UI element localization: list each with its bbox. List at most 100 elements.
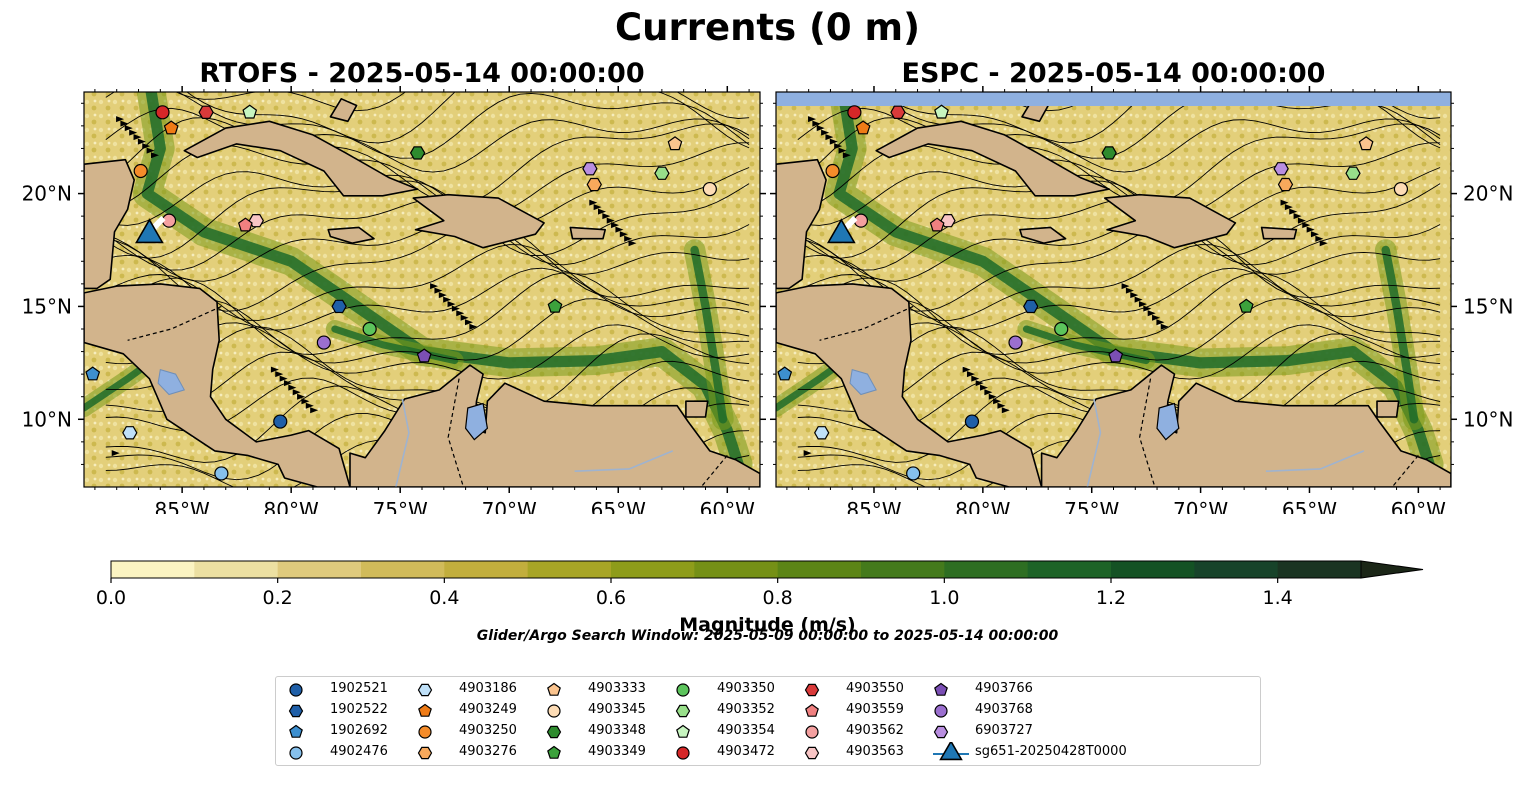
legend-marker-icon	[289, 746, 303, 760]
streamline-arrow	[443, 296, 452, 303]
streamline-arrow	[966, 371, 975, 378]
float-4903333-marker	[1358, 136, 1374, 151]
float-4903345-marker	[1393, 181, 1409, 197]
lake-nicaragua	[157, 368, 186, 396]
colorbar-segment	[361, 561, 445, 578]
colorbar-tick-label: 1.0	[929, 587, 959, 609]
legend-pentagon-icon	[934, 682, 948, 696]
legend-item-label: 6903727	[975, 723, 1033, 738]
legend-marker-icon	[804, 683, 820, 697]
float-4903186-marker	[122, 426, 138, 440]
legend-marker-icon	[546, 725, 562, 739]
glider-marker	[826, 218, 856, 244]
streamline-arrow	[301, 398, 310, 405]
streamline-arrow	[1311, 231, 1319, 238]
legend-item-label: 4903249	[459, 702, 517, 717]
float-4903249-marker	[163, 120, 179, 135]
streamline-arrow	[1152, 314, 1161, 321]
land-puerto-rico	[569, 226, 607, 240]
legend-item-label: 4903348	[588, 723, 646, 738]
streamline-arrow	[1143, 305, 1152, 312]
streamline-arrow	[980, 384, 989, 391]
float-4903550-marker	[198, 105, 214, 120]
legend-marker-icon	[804, 746, 820, 760]
lake-maracaibo	[1156, 402, 1180, 441]
legend-circle-icon	[418, 725, 432, 739]
streamline-arrow	[275, 371, 284, 378]
float-6903727-marker	[582, 162, 598, 176]
float-6903727-marker	[1273, 162, 1289, 176]
streamline-arrow	[133, 134, 142, 141]
streamline-arrow	[628, 240, 637, 247]
streamline-arrow	[812, 120, 821, 127]
colorbar-tick-label: 0.6	[596, 587, 626, 609]
streamline-arrow	[602, 213, 611, 220]
search-window-text: Glider/Argo Search Window: 2025-05-09 00…	[476, 628, 1059, 644]
colorbar-tick-label: 1.2	[1096, 587, 1126, 609]
streamline-arrow	[305, 402, 314, 409]
streamline-arrow	[1138, 301, 1147, 308]
streamline-arrow	[971, 375, 980, 382]
legend-circle-icon	[676, 746, 690, 760]
land-central-america	[84, 283, 351, 487]
legend-circle-icon	[934, 704, 948, 718]
colorbar-segment	[1027, 561, 1112, 578]
streamline-arrow	[816, 125, 825, 132]
rtofs-map-panel: 85°W 80°W 75°W 70°W 65°W 60°W 20°N 15°N 10°N	[22, 86, 766, 514]
streamline-arrow	[808, 116, 817, 123]
streamline-arrow	[297, 393, 306, 400]
streamline-arrow	[1280, 199, 1289, 206]
legend-marker-icon	[418, 703, 432, 717]
colorbar-segment	[1194, 561, 1279, 578]
streamline-arrow	[137, 138, 146, 145]
streamline	[105, 117, 750, 205]
legend-pentagon-icon	[676, 724, 690, 738]
current-band-core	[1381, 245, 1419, 424]
legend-marker-icon	[933, 725, 949, 739]
land-jamaica	[1019, 226, 1067, 244]
legend-pentagon-icon	[289, 724, 303, 738]
legend-marker-icon	[934, 704, 948, 718]
float-4903349-marker	[547, 298, 563, 313]
legend-marker-icon	[676, 683, 690, 697]
lake-maracaibo	[464, 402, 489, 441]
streamline	[878, 92, 1441, 149]
legend-item-label: 4903766	[975, 681, 1033, 696]
lat-tick-label: 10°N	[1463, 407, 1513, 431]
legend-item-label: 4903354	[717, 723, 775, 738]
float-1902692-marker	[85, 366, 101, 381]
streamline-arrow	[430, 283, 439, 290]
lon-tick-label: 65°W	[1282, 498, 1337, 514]
streamline-arrow	[142, 143, 151, 150]
espc-map-panel: 85°W 80°W 75°W 70°W 65°W 60°W 20°N 15°N 10°N	[770, 86, 1513, 514]
streamline-arrow	[606, 217, 615, 224]
legend-marker-icon	[676, 724, 690, 738]
land-cuba	[875, 120, 1110, 197]
current-band-core	[690, 245, 728, 424]
streamline-arrow	[1315, 235, 1324, 242]
legend-marker-icon	[933, 742, 969, 761]
legend-item-label: 1902522	[330, 702, 388, 717]
country-border	[127, 305, 222, 341]
colorbar-segment	[111, 561, 195, 578]
colorbar: 0.0 0.2 0.4 0.6 0.8 1.0 1.2 1.4	[96, 560, 1424, 609]
streamline-arrow	[469, 323, 478, 330]
streamline-arrow	[111, 450, 120, 457]
legend-hexagon-icon	[417, 746, 433, 760]
streamline	[797, 107, 1441, 173]
streamline-arrow	[803, 450, 812, 457]
legend-marker-icon	[675, 704, 691, 718]
streamline-arrow	[1121, 283, 1130, 290]
float-4903559-marker	[929, 217, 945, 232]
land-puerto-rico	[1260, 226, 1298, 240]
float-4902476-marker	[214, 466, 229, 481]
streamline	[105, 107, 750, 173]
float-4903249-marker	[855, 120, 871, 135]
streamline-arrow	[1147, 310, 1156, 317]
streamline-arrow	[993, 398, 1002, 405]
figure-title: Currents (0 m)	[614, 6, 920, 49]
float-4903349-marker	[1238, 298, 1254, 313]
streamline-arrow	[456, 310, 465, 317]
colorbar-frame	[110, 560, 1362, 579]
streamline	[797, 167, 1441, 228]
